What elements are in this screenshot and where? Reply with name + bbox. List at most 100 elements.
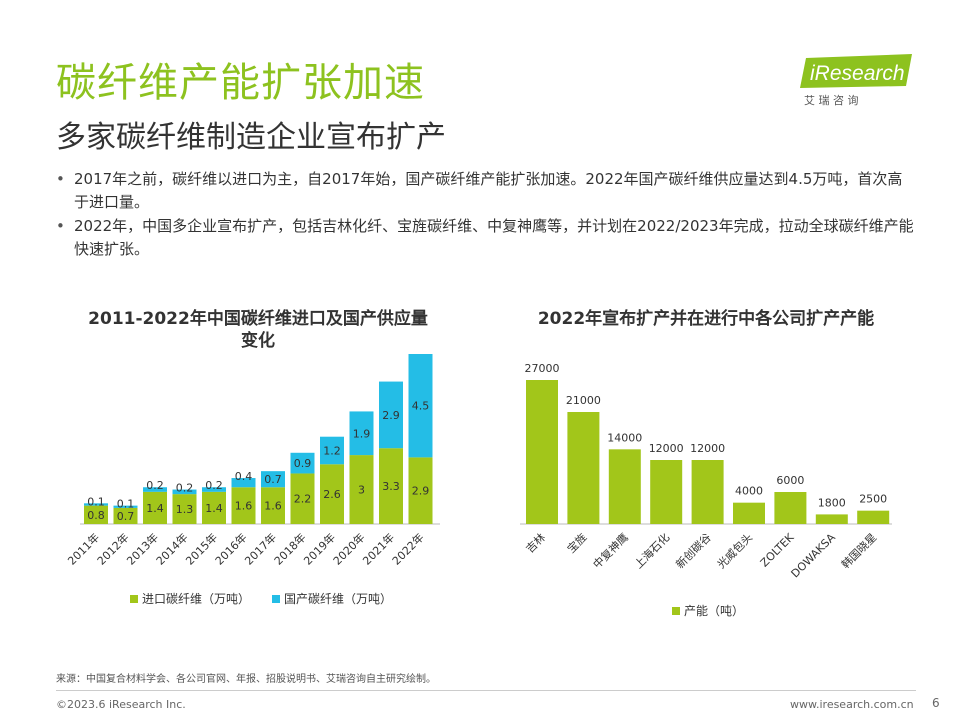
logo-brand-text: iResearch [810, 62, 905, 85]
bar-import [172, 494, 197, 524]
x-tick-label: DOWAKSA [789, 531, 839, 581]
data-label-capacity: 27000 [525, 362, 560, 375]
data-label-capacity: 12000 [649, 442, 684, 455]
data-label-domestic: 0.1 [117, 498, 135, 511]
bar-import [379, 448, 403, 524]
data-label-import: 1.4 [146, 502, 164, 515]
data-label-import: 2.2 [294, 493, 312, 506]
x-tick-label: 2011年 [65, 530, 102, 567]
bar-domestic [202, 487, 226, 492]
website-text: www.iresearch.com.cn [790, 698, 914, 711]
page-number: 6 [932, 696, 940, 710]
x-tick-label: 2021年 [360, 530, 397, 567]
data-label-import: 0.8 [87, 509, 105, 522]
x-tick-label: 上海石化 [631, 530, 672, 571]
x-tick-label: ZOLTEK [758, 530, 797, 569]
x-tick-label: 中复神鹰 [590, 530, 631, 571]
x-tick-label: 2020年 [330, 530, 367, 567]
legend-swatch-import [130, 594, 138, 603]
bar-capacity [567, 412, 600, 524]
bar-import [231, 487, 256, 524]
data-label-domestic: 0.2 [205, 479, 223, 492]
bar-domestic [143, 487, 167, 492]
legend-item-import: 进口碳纤维（万吨） [130, 590, 250, 607]
bar-capacity [774, 492, 807, 524]
bar-domestic [261, 471, 285, 488]
chart2-legend: 产能（吨） [672, 602, 766, 619]
bar-capacity [526, 380, 558, 524]
bar-domestic [408, 354, 433, 458]
x-tick-label: 宝旌 [564, 530, 589, 555]
x-tick-label: 韩国晓星 [838, 530, 879, 571]
bar-domestic [84, 503, 108, 506]
data-label-capacity: 4000 [735, 485, 763, 498]
x-tick-label: 2017年 [242, 530, 279, 567]
data-label-import: 1.3 [176, 503, 194, 516]
iresearch-logo: iResearch 艾 瑞 咨 询 [796, 52, 916, 112]
data-label-domestic: 0.4 [235, 470, 253, 483]
page-subtitle: 多家碳纤维制造企业宣布扩产 [56, 120, 446, 155]
bar-domestic [320, 436, 344, 465]
x-tick-label: 2016年 [212, 530, 249, 567]
data-label-import: 3 [358, 484, 365, 497]
chart1-title: 2011-2022年中国碳纤维进口及国产供应量变化 [88, 309, 428, 351]
x-tick-label: 2022年 [389, 530, 426, 567]
x-tick-label: 2012年 [94, 530, 131, 567]
page-title: 碳纤维产能扩张加速 [56, 60, 425, 106]
bar-import [349, 455, 374, 524]
chart2-title: 2022年宣布扩产并在进行中各公司扩产产能 [537, 309, 875, 329]
bar-import [320, 464, 344, 524]
bar-import [290, 473, 315, 524]
bar-capacity [691, 460, 724, 524]
copyright-text: ©2023.6 iResearch Inc. [56, 698, 186, 711]
legend-swatch-domestic [272, 594, 281, 603]
legend-label-domestic: 国产碳纤维（万吨） [284, 592, 393, 606]
bar-capacity [733, 502, 765, 524]
x-tick-label: 2018年 [271, 530, 308, 567]
bar-import [143, 491, 167, 524]
legend-label-import: 进口碳纤维（万吨） [142, 592, 251, 606]
data-label-import: 3.3 [382, 480, 400, 493]
data-label-capacity: 2500 [859, 493, 887, 506]
legend-item-domestic: 国产碳纤维（万吨） [272, 590, 392, 607]
bar-capacity [815, 514, 848, 524]
data-label-import: 1.6 [235, 500, 253, 513]
bar-import [261, 487, 285, 524]
x-tick-label: 新创碳谷 [673, 530, 714, 571]
bar-import [408, 457, 433, 524]
x-tick-label: 2015年 [183, 530, 220, 567]
data-label-capacity: 12000 [690, 442, 725, 455]
bar-domestic [172, 489, 197, 495]
data-label-import: 2.6 [323, 488, 341, 501]
bar-capacity [608, 449, 641, 524]
bar-import [202, 491, 226, 524]
data-label-domestic: 1.2 [323, 444, 341, 457]
data-label-capacity: 14000 [607, 431, 642, 444]
data-label-domestic: 2.9 [382, 409, 400, 422]
data-label-capacity: 21000 [566, 394, 601, 407]
source-note: 来源：中国复合材料学会、各公司官网、年报、招股说明书、艾瑞咨询自主研究绘制。 [56, 674, 436, 685]
chart2-svg: 27000 吉林 21000 宝旌 14000 中复神鹰 12000 上海石化 12000 新创碳… [520, 362, 892, 581]
bar-import [113, 507, 138, 524]
logo-sub-text: 艾 瑞 咨 询 [804, 93, 859, 107]
legend-swatch-capacity [672, 606, 680, 615]
data-label-domestic: 0.9 [294, 457, 312, 470]
bar-domestic [349, 411, 374, 456]
bullet-item: 2022年，中国多企业宣布扩产，包括吉林化纤、宝旌碳纤维、中复神鹰等，并计划在2… [56, 215, 916, 261]
data-label-import: 1.4 [205, 502, 223, 515]
data-label-domestic: 0.1 [87, 495, 105, 508]
bullet-list: 2017年之前，碳纤维以进口为主，自2017年始，国产碳纤维产能扩张加速。202… [56, 168, 916, 262]
chart1-legend: 进口碳纤维（万吨） 国产碳纤维（万吨） [130, 590, 414, 607]
bar-domestic [379, 381, 403, 449]
legend-item-capacity: 产能（吨） [672, 602, 744, 619]
bar-import [84, 505, 108, 524]
bar-capacity [650, 460, 683, 524]
x-tick-label: 吉林 [523, 530, 548, 555]
x-tick-label: 光威包头 [714, 530, 755, 571]
bar-domestic [113, 505, 138, 508]
x-tick-label: 2013年 [124, 530, 161, 567]
x-tick-label: 2019年 [301, 530, 338, 567]
data-label-import: 2.9 [412, 485, 430, 498]
data-label-capacity: 1800 [818, 496, 846, 509]
data-label-domestic: 4.5 [412, 400, 430, 413]
